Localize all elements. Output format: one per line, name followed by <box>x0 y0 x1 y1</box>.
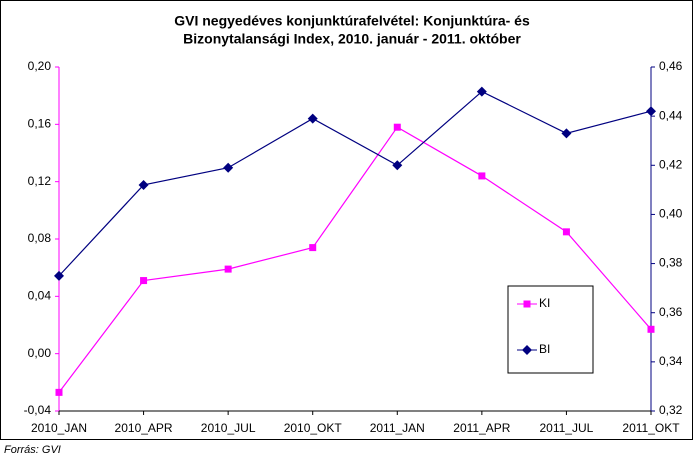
point <box>476 86 487 97</box>
series-line <box>58 90 652 277</box>
series-line <box>58 126 652 393</box>
point <box>54 270 64 281</box>
x-tick-label: 2010_OKT <box>284 421 343 435</box>
point <box>393 123 401 131</box>
point <box>55 388 63 396</box>
legend-marker <box>523 300 531 308</box>
y2-tick-label: 0,44 <box>659 108 683 122</box>
point <box>562 228 570 236</box>
x-tick-label: 2010_JUL <box>201 421 256 435</box>
point <box>646 106 656 117</box>
y-tick-label: -0,04 <box>24 403 52 417</box>
point <box>140 277 148 285</box>
y2-tick-label: 0,34 <box>659 354 683 368</box>
x-tick-label: 2011_JUL <box>540 421 594 435</box>
y2-tick-label: 0,46 <box>659 59 683 73</box>
legend-label: KI <box>539 296 550 310</box>
point <box>309 244 317 252</box>
y2-tick-label: 0,36 <box>659 305 683 319</box>
point <box>561 128 572 139</box>
y2-tick-label: 0,38 <box>659 256 683 270</box>
legend-box <box>507 285 594 374</box>
chart-border <box>0 0 693 440</box>
legend-label: BI <box>539 342 550 356</box>
x-tick-label: 2010_APR <box>115 421 173 435</box>
legend-marker <box>522 345 532 355</box>
y2-tick-label: 0,40 <box>659 207 683 221</box>
y2-tick-label: 0,42 <box>659 157 683 171</box>
x-tick-label: 2011_APR <box>453 421 510 435</box>
y2-tick-label: 0,32 <box>659 403 683 417</box>
point <box>647 325 655 333</box>
x-tick-label: 2011_JAN <box>370 421 425 435</box>
point <box>138 179 149 190</box>
source-note: Forrás: GVI <box>4 444 61 456</box>
chart-title: GVI negyedéves konjunktúrafelvétel: Konj… <box>174 13 530 29</box>
x-tick-label: 2011_OKT <box>622 421 680 435</box>
chart-title: Bizonytalansági Index, 2010. január - 20… <box>183 31 521 47</box>
point <box>224 265 232 273</box>
x-tick-label: 2010_JAN <box>31 421 87 435</box>
point <box>223 162 234 173</box>
y-tick-label: 0,12 <box>28 174 52 188</box>
point <box>392 160 403 171</box>
y-tick-label: 0,16 <box>28 117 52 131</box>
y-tick-label: 0,00 <box>28 346 52 360</box>
y-tick-label: 0,08 <box>28 231 52 245</box>
point <box>307 113 318 124</box>
y-tick-label: 0,04 <box>28 289 52 303</box>
point <box>478 172 486 180</box>
y-tick-label: 0,20 <box>28 59 52 73</box>
